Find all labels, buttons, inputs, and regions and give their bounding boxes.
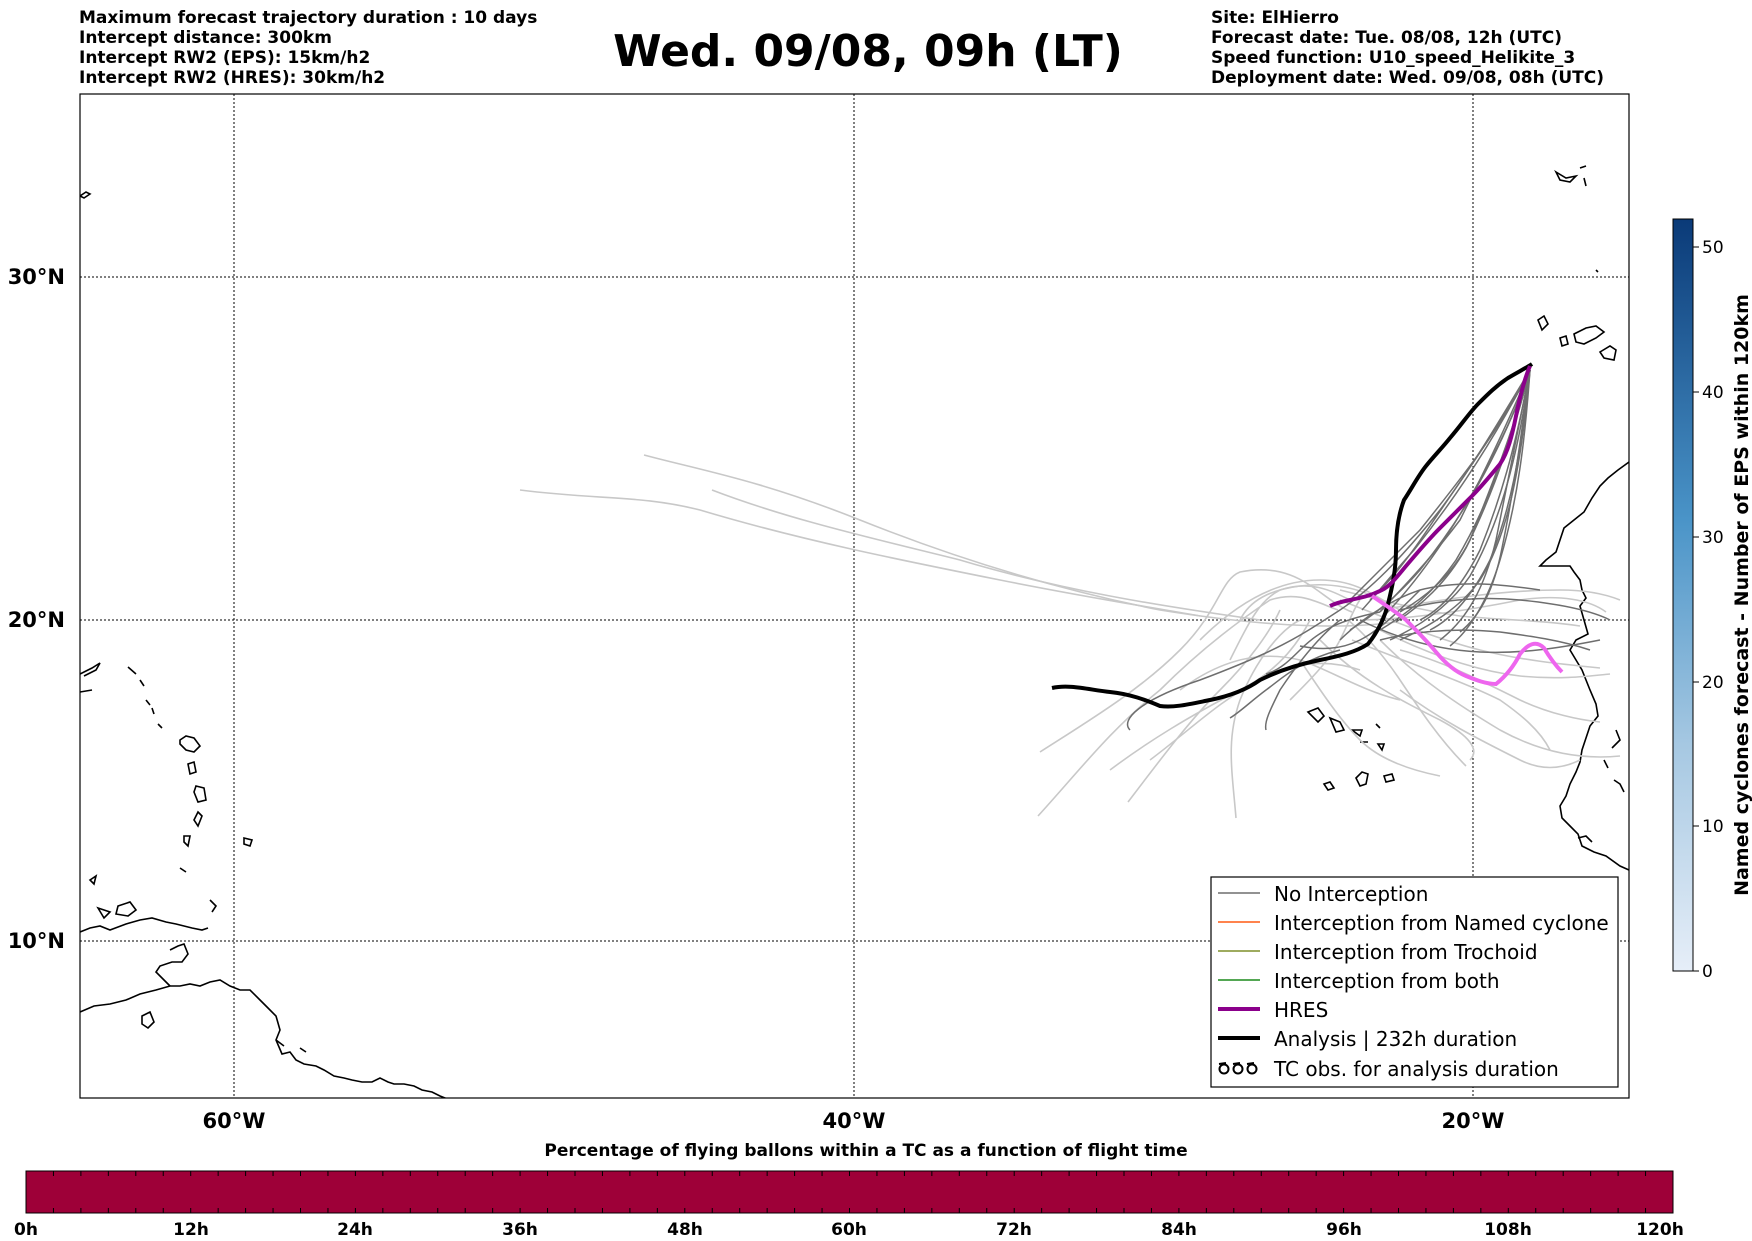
coast-trinidad-venezuela <box>154 943 189 987</box>
coast-grenada <box>209 899 218 913</box>
coast-st-lucia <box>193 810 203 828</box>
coast-barbados <box>243 836 254 848</box>
coast-bermuda <box>80 191 92 199</box>
lat-label-10: 10°N <box>8 929 65 953</box>
lon-label-40: 40°W <box>823 1109 886 1133</box>
forecast-date-text: Forecast date: Tue. 08/08, 12h (UTC) <box>1211 28 1562 48</box>
lon-label-60: 60°W <box>203 1109 266 1133</box>
coast-cape-verde-north <box>1306 707 1381 738</box>
legend-label-no-interception: No Interception <box>1274 882 1428 906</box>
map-content <box>80 165 1629 1098</box>
flight-tick-48h: 48h <box>667 1220 703 1240</box>
lat-label-20: 20°N <box>8 608 65 632</box>
coast-canary-islands <box>1537 314 1617 361</box>
coast-lesser-antilles-north <box>127 666 163 729</box>
map-legend: No Interception Interception from Named … <box>1210 876 1619 1088</box>
flight-tick-108h: 108h <box>1484 1220 1532 1240</box>
flight-tick-60h: 60h <box>831 1220 867 1240</box>
flight-tick-0h: 0h <box>14 1220 38 1240</box>
coast-south-america-north <box>80 979 448 1098</box>
coast-dominica <box>187 760 197 776</box>
flight-tick-24h: 24h <box>337 1220 373 1240</box>
legend-box <box>1210 876 1619 1088</box>
legend-label-both: Interception from both <box>1274 969 1500 993</box>
colorbar-tick-40: 40 <box>1702 383 1724 403</box>
coast-sierra-leone <box>1577 835 1593 843</box>
analysis-trajectory <box>1051 362 1534 709</box>
flight-tick-84h: 84h <box>1161 1220 1197 1240</box>
legend-label-trochoid: Interception from Trochoid <box>1274 940 1538 964</box>
header-right-info: Site: ElHierro Forecast date: Tue. 08/08… <box>1211 8 1604 88</box>
coast-puerto-rico <box>80 689 93 693</box>
faded-trajectories <box>519 454 1621 819</box>
max-duration-text: Maximum forecast trajectory duration : 1… <box>79 8 538 28</box>
colorbar-label: Named cyclones forecast - Number of EPS … <box>1731 294 1752 896</box>
coast-west-africa <box>1538 461 1629 871</box>
colorbar-tick-30: 30 <box>1702 528 1724 548</box>
intercept-distance-text: Intercept distance: 300km <box>79 28 332 48</box>
lon-label-20: 20°W <box>1442 1109 1505 1133</box>
coast-st-vincent <box>179 835 191 873</box>
coast-venezuela-peninsula <box>80 917 209 933</box>
site-text: Site: ElHierro <box>1211 8 1339 28</box>
flight-tick-120h: 120h <box>1636 1220 1684 1240</box>
hres-trajectory <box>1329 365 1532 608</box>
flight-time-bar-fill <box>25 1170 1674 1214</box>
colorbar-tick-20: 20 <box>1702 673 1724 693</box>
colorbar-tick-10: 10 <box>1702 817 1724 837</box>
flight-tick-12h: 12h <box>173 1220 209 1240</box>
coastline-africa <box>1306 165 1629 871</box>
coast-selvagens <box>1595 269 1599 273</box>
legend-label-analysis: Analysis | 232h duration <box>1274 1027 1517 1051</box>
colorbar-gradient <box>1672 218 1694 972</box>
legend-label-named-cyclone: Interception from Named cyclone <box>1274 911 1609 935</box>
header-left-info: Maximum forecast trajectory duration : 1… <box>79 8 537 88</box>
coast-guadeloupe <box>179 735 202 753</box>
page-title-container: Wed. 09/08, 09h (LT) <box>0 24 1752 80</box>
flight-tick-72h: 72h <box>996 1220 1032 1240</box>
coast-guinea-bissau <box>1603 729 1625 793</box>
coastline-caribbean <box>80 191 448 1098</box>
tc-symbol-icon <box>1218 1062 1258 1075</box>
intercept-eps-text: Intercept RW2 (EPS): 15km/h2 <box>79 48 371 68</box>
coast-river-delta <box>141 1010 307 1053</box>
hres-trajectory-late <box>1370 594 1564 687</box>
coast-madeira <box>1554 165 1587 187</box>
deployment-date-text: Deployment date: Wed. 09/08, 08h (UTC) <box>1211 68 1605 88</box>
legend-label-hres: HRES <box>1274 998 1328 1022</box>
coast-small-islands <box>88 874 138 917</box>
eps-colorbar: 50 40 30 20 10 0 Named cyclones forecast… <box>1672 218 1752 982</box>
flight-tick-96h: 96h <box>1326 1220 1362 1240</box>
page-title: Wed. 09/08, 09h (LT) <box>613 26 1123 77</box>
legend-label-tc-obs: TC obs. for analysis duration <box>1273 1057 1559 1081</box>
no-interception-trajectories <box>1126 369 1611 731</box>
flight-time-bar: Percentage of flying ballons within a TC… <box>14 1141 1684 1240</box>
intercept-hres-text: Intercept RW2 (HRES): 30km/h2 <box>79 68 386 88</box>
flight-time-minor-ticks <box>52 1171 1647 1213</box>
flight-tick-36h: 36h <box>502 1220 538 1240</box>
lat-label-30: 30°N <box>8 265 65 289</box>
coast-cape-verde-south <box>1322 771 1396 791</box>
colorbar-tick-0: 0 <box>1702 962 1713 982</box>
coast-hispaniola-east <box>80 662 101 677</box>
flight-time-caption: Percentage of flying ballons within a TC… <box>544 1141 1187 1161</box>
coast-martinique <box>193 785 207 803</box>
map-frame <box>79 93 1630 1099</box>
coast-curacao <box>96 906 112 920</box>
speed-function-text: Speed function: U10_speed_Helikite_3 <box>1211 48 1576 68</box>
colorbar-tick-50: 50 <box>1702 238 1724 258</box>
